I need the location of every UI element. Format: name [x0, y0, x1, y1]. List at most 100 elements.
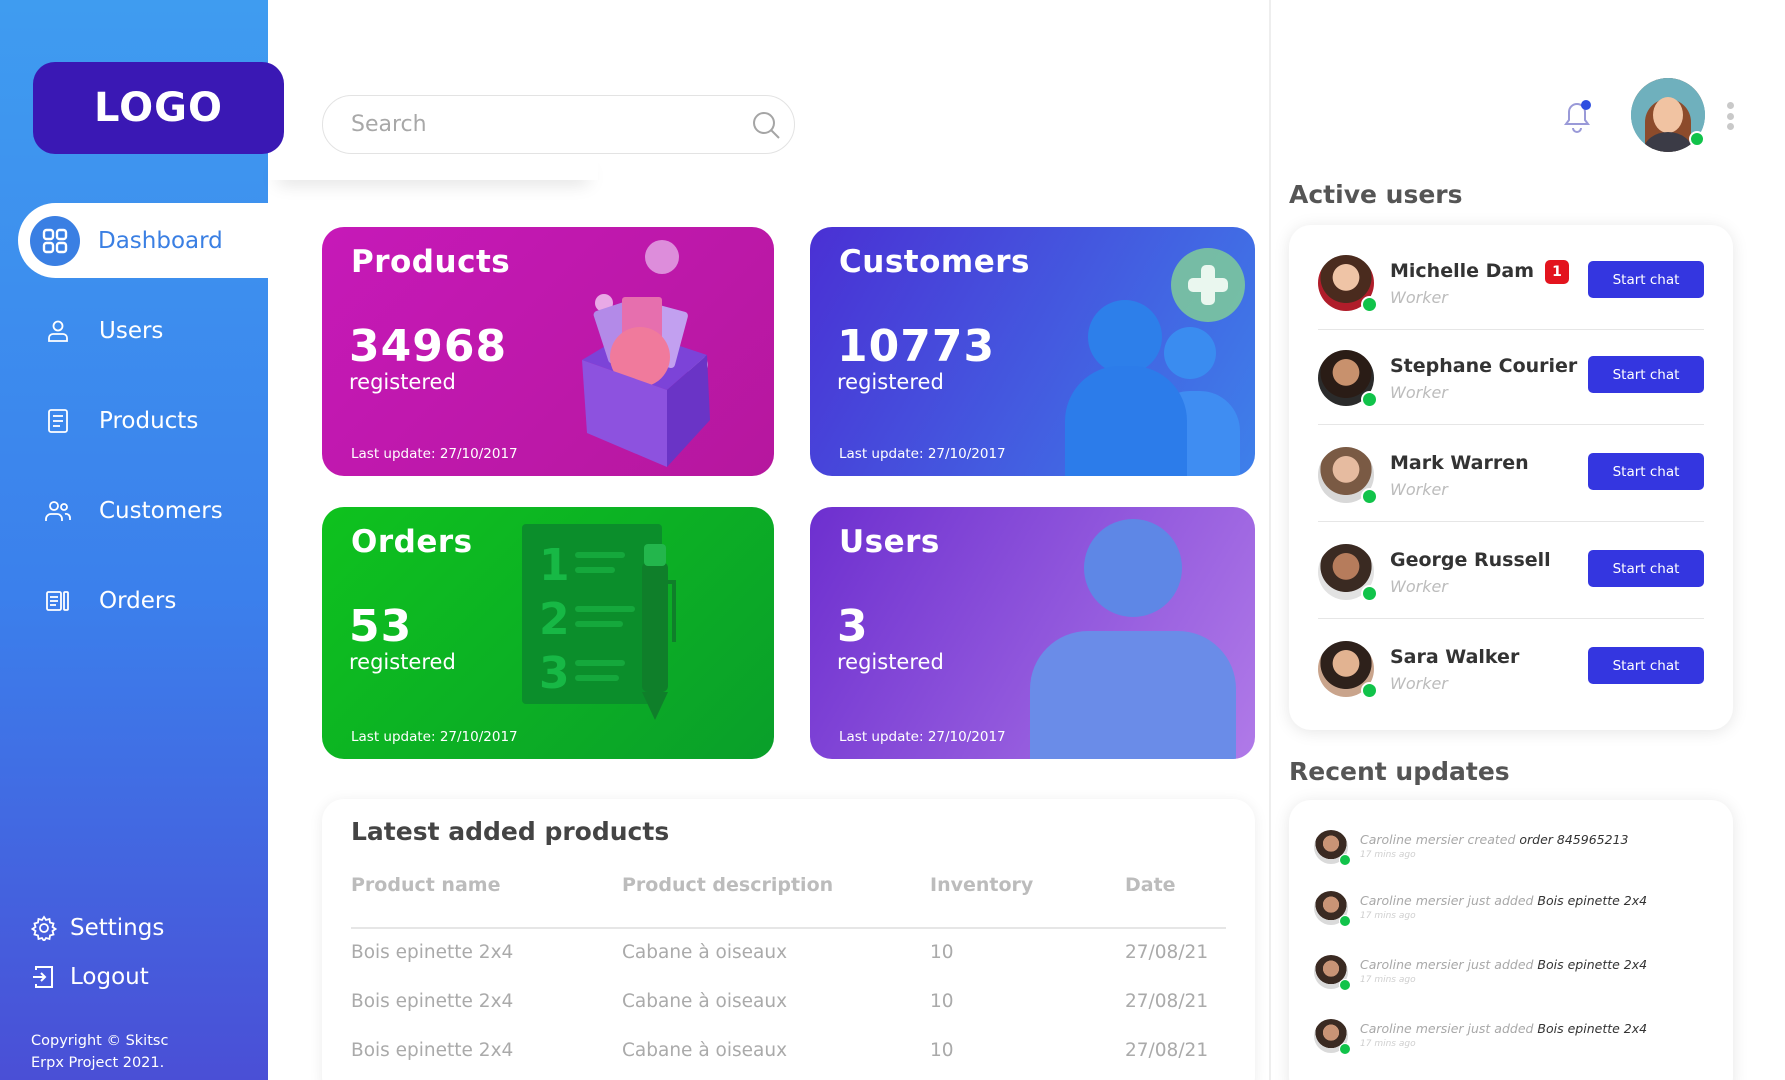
online-status-dot [1339, 1043, 1351, 1055]
online-status-dot [1339, 854, 1351, 866]
update-text: Caroline mersier just added Bois epinett… [1360, 957, 1648, 972]
sidebar-item-products[interactable]: Products [0, 383, 285, 458]
online-status-dot [1361, 296, 1378, 313]
column-header: Date [1125, 874, 1176, 896]
online-status-dot [1339, 915, 1351, 927]
document-icon [43, 406, 73, 436]
unread-badge: 1 [1545, 260, 1569, 284]
card-subtitle: registered [837, 650, 944, 674]
sidebar-item-dashboard[interactable]: Dashboard [18, 203, 285, 278]
card-subtitle: registered [837, 370, 944, 394]
cell-product-description: Cabane à oiseaux [622, 1040, 788, 1061]
avatar [1314, 1019, 1351, 1055]
card-last-update: Last update: 27/10/2017 [351, 729, 518, 745]
search-shadow [268, 150, 598, 180]
update-text: Caroline mersier just added Bois epinett… [1360, 893, 1648, 908]
online-status-dot [1361, 682, 1378, 699]
cell-product-name: Bois epinette 2x4 [351, 1040, 514, 1061]
card-count: 3 [837, 601, 869, 652]
update-highlight: Bois epinette 2x4 [1537, 893, 1648, 908]
right-panel-divider [1269, 0, 1271, 1080]
search-input[interactable] [351, 112, 731, 137]
avatar [1318, 447, 1378, 505]
sidebar-item-label: Orders [99, 587, 177, 614]
orders-card[interactable]: Orders 53 registered Last update: 27/10/… [322, 507, 774, 759]
copyright: Copyright © Skitsc Erpx Project 2021. [31, 1030, 168, 1074]
cell-product-name: Bois epinette 2x4 [351, 942, 514, 963]
card-count: 34968 [349, 321, 508, 372]
update-highlight: Bois epinette 2x4 [1537, 957, 1648, 972]
table-divider [351, 927, 1226, 929]
avatar [1318, 350, 1378, 408]
update-time: 17 mins ago [1360, 975, 1416, 985]
online-status-dot [1361, 391, 1378, 408]
update-time: 17 mins ago [1360, 911, 1416, 921]
card-title: Orders [351, 524, 473, 560]
cell-date: 27/08/21 [1125, 991, 1209, 1012]
user-name: George Russell [1390, 549, 1551, 571]
user-name: Stephane Courier [1390, 355, 1578, 377]
bell-icon[interactable] [1560, 97, 1594, 135]
customers-card[interactable]: Customers 10773 registered Last update: … [810, 227, 1255, 476]
user-name: Sara Walker [1390, 646, 1520, 668]
start-chat-button[interactable]: Start chat [1588, 550, 1704, 587]
cell-product-name: Bois epinette 2x4 [351, 991, 514, 1012]
start-chat-button[interactable]: Start chat [1588, 453, 1704, 490]
active-user-row: Michelle Dam Worker 1 Start chat [1318, 233, 1704, 330]
card-last-update: Last update: 27/10/2017 [351, 446, 518, 462]
update-item[interactable]: Caroline mersier created order 845965213… [1314, 828, 1714, 878]
card-title: Users [839, 524, 940, 560]
logout-label: Logout [70, 964, 149, 990]
products-card[interactable]: Products 34968 registered Last update: 2… [322, 227, 774, 476]
user-role: Worker [1390, 383, 1448, 402]
settings-button[interactable]: Settings [30, 914, 164, 942]
row-divider [1318, 423, 1704, 425]
card-subtitle: registered [349, 650, 456, 674]
avatar [1314, 830, 1351, 866]
cell-product-description: Cabane à oiseaux [622, 942, 788, 963]
start-chat-button[interactable]: Start chat [1588, 356, 1704, 393]
row-divider [1318, 328, 1704, 330]
avatar [1318, 641, 1378, 699]
card-title: Products [351, 244, 511, 280]
update-item[interactable]: Caroline mersier just added Bois epinett… [1314, 1017, 1714, 1067]
customers-illustration [1065, 248, 1245, 476]
active-users-title: Active users [1289, 180, 1463, 209]
online-status-dot [1361, 585, 1378, 602]
grid-icon [30, 215, 80, 266]
svg-text:1: 1 [539, 540, 570, 591]
svg-text:3: 3 [539, 648, 570, 699]
card-title: Customers [839, 244, 1030, 280]
logout-icon [30, 963, 58, 991]
search-icon[interactable] [750, 109, 782, 141]
update-highlight: order 845965213 [1519, 832, 1629, 847]
gear-icon [30, 914, 58, 942]
avatar [1318, 255, 1378, 313]
start-chat-button[interactable]: Start chat [1588, 647, 1704, 684]
more-options-icon[interactable] [1727, 102, 1735, 130]
logo[interactable]: LOGO [33, 62, 284, 154]
update-time: 17 mins ago [1360, 1039, 1416, 1049]
users-card[interactable]: Users 3 registered Last update: 27/10/20… [810, 507, 1255, 759]
card-subtitle: registered [349, 370, 456, 394]
search-bar [322, 95, 795, 154]
card-last-update: Last update: 27/10/2017 [839, 446, 1006, 462]
avatar [1314, 891, 1351, 927]
latest-products-panel: Latest added products Product name Produ… [322, 799, 1255, 1080]
checklist-illustration: 1 2 3 [522, 524, 676, 720]
start-chat-button[interactable]: Start chat [1588, 261, 1704, 298]
sidebar-item-label: Dashboard [98, 227, 223, 254]
user-name: Mark Warren [1390, 452, 1529, 474]
column-header: Inventory [930, 874, 1034, 896]
recent-updates-panel: Caroline mersier created order 845965213… [1289, 800, 1733, 1080]
sidebar-item-customers[interactable]: Customers [0, 473, 285, 548]
logout-button[interactable]: Logout [30, 963, 149, 991]
sidebar-item-users[interactable]: Users [0, 293, 285, 368]
cell-date: 27/08/21 [1125, 942, 1209, 963]
sidebar-item-label: Customers [99, 497, 223, 524]
sidebar-item-label: Products [99, 407, 199, 434]
update-item[interactable]: Caroline mersier just added Bois epinett… [1314, 953, 1714, 1003]
sidebar-item-orders[interactable]: Orders [0, 563, 285, 638]
update-item[interactable]: Caroline mersier just added Bois epinett… [1314, 889, 1714, 939]
card-count: 53 [349, 601, 413, 652]
